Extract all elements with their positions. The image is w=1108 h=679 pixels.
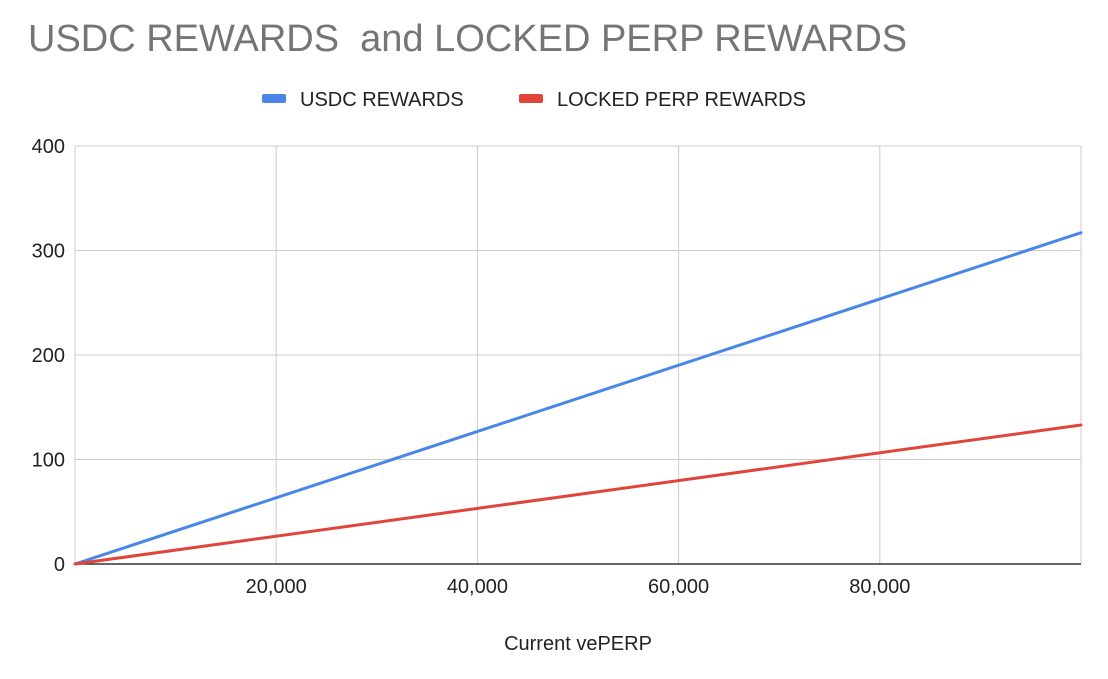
y-tick-label: 300 [32,241,65,263]
legend-swatch [519,94,543,103]
series-line [73,423,1083,566]
x-tick-label: 20,000 [246,576,307,598]
y-tick-label: 200 [32,345,65,367]
y-tick-label: 0 [54,554,65,576]
grid [74,145,1082,565]
y-axis-ticks: 0 100 200 300 400 [32,136,65,576]
x-tick-label: 60,000 [648,576,709,598]
x-axis-title: Current vePERP [504,633,652,655]
y-tick-label: 100 [32,450,65,472]
x-axis-ticks: 20,000 40,000 60,000 80,000 [246,576,911,598]
y-tick-label: 400 [32,136,65,158]
series-line [73,231,1083,566]
legend-label: USDC REWARDS [300,89,464,111]
chart-title: USDC REWARDS and LOCKED PERP REWARDS [28,18,908,60]
series-lines [73,231,1083,566]
legend: USDC REWARDS LOCKED PERP REWARDS [262,89,806,111]
x-tick-label: 80,000 [849,576,910,598]
legend-label: LOCKED PERP REWARDS [557,89,806,111]
x-tick-label: 40,000 [447,576,508,598]
legend-swatch [262,94,286,103]
